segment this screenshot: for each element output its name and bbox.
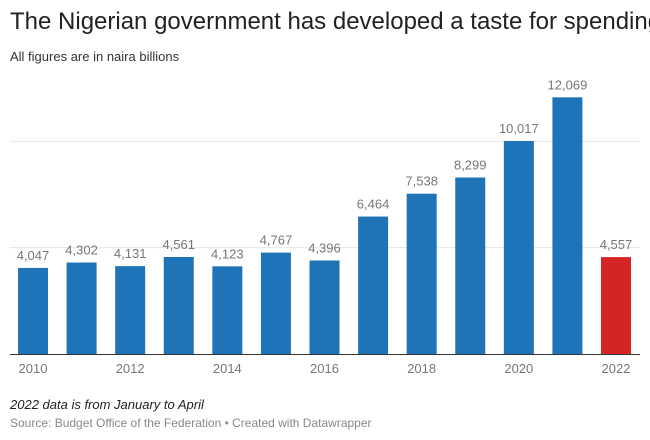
value-label: 10,017 [499, 121, 539, 136]
value-label: 4,767 [260, 233, 293, 248]
x-tick-label: 2016 [310, 361, 339, 376]
value-label: 4,396 [308, 241, 341, 256]
x-tick-label: 2012 [116, 361, 145, 376]
x-tick-label: 2010 [19, 361, 48, 376]
value-label: 8,299 [454, 158, 487, 173]
bar-2013 [163, 257, 194, 354]
x-tick-label: 2020 [504, 361, 533, 376]
bar-2010 [18, 267, 48, 354]
value-label: 4,123 [211, 246, 244, 261]
value-label: 6,464 [357, 197, 390, 212]
footnote: 2022 data is from January to April [10, 397, 204, 412]
value-label: 12,069 [548, 77, 588, 92]
value-label: 7,538 [405, 174, 438, 189]
chart-subtitle: All figures are in naira billions [10, 49, 180, 64]
bar-2012 [115, 266, 146, 354]
bar-chart: 4,047 2010 4,302 4,131 2012 4,561 4,123 2014 4,7… [10, 77, 640, 376]
x-tick-label: 2018 [407, 361, 436, 376]
value-label: 4,131 [114, 246, 147, 261]
source-line: Source: Budget Office of the Federation … [10, 416, 372, 430]
x-tick-label: 2014 [213, 361, 242, 376]
value-label: 4,561 [162, 237, 195, 252]
chart-title: The Nigerian government has developed a … [10, 8, 650, 35]
value-label: 4,047 [17, 248, 50, 263]
bar-2018 [406, 193, 437, 354]
bar-2011 [66, 262, 97, 354]
bar-2019 [455, 177, 486, 354]
value-label: 4,302 [65, 243, 98, 258]
bar-2014 [212, 266, 243, 354]
bar-2022 [601, 257, 631, 354]
value-label: 4,557 [600, 237, 633, 252]
bar-2017 [358, 216, 389, 354]
x-tick-label: 2022 [602, 361, 631, 376]
bar-2016 [309, 260, 340, 354]
bar-2015 [260, 252, 291, 354]
bar-2021 [552, 97, 583, 354]
bar-2020 [503, 140, 534, 354]
